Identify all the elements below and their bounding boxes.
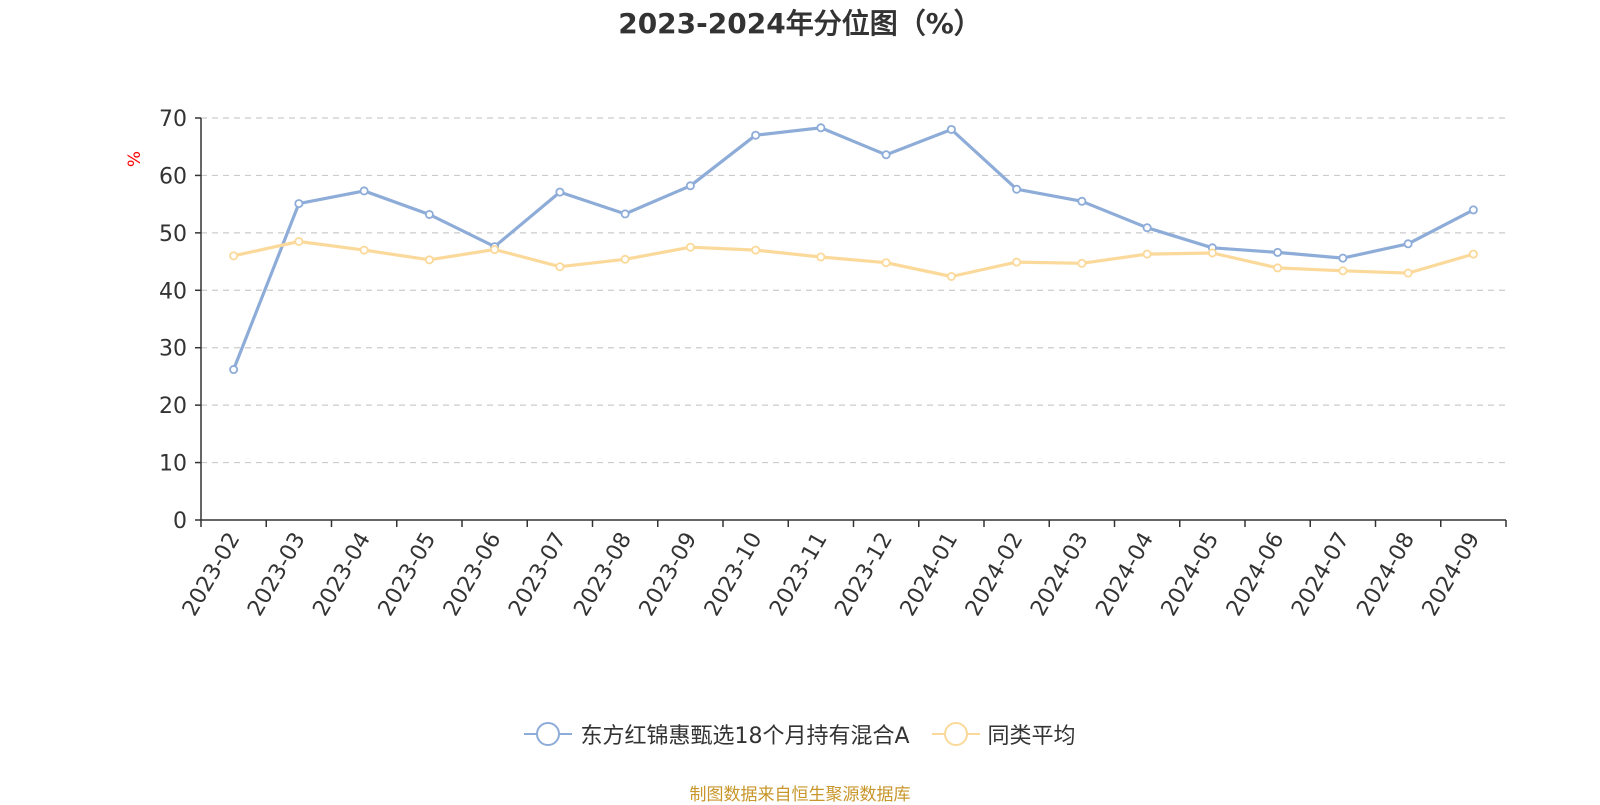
x-tick-label: 2023-04 xyxy=(308,528,376,620)
data-point-series-1 xyxy=(1273,247,1283,257)
chart-title: 2023-2024年分位图（%） xyxy=(618,7,982,40)
data-point-series-2 xyxy=(490,245,500,255)
data-point-series-1 xyxy=(1012,184,1022,194)
data-point-series-1 xyxy=(424,209,434,219)
data-point-series-2 xyxy=(1468,249,1478,259)
y-tick-label: 40 xyxy=(159,279,187,304)
data-point-series-2 xyxy=(1207,248,1217,258)
data-point-series-2 xyxy=(359,245,369,255)
data-point-series-2 xyxy=(620,254,630,264)
series-lines xyxy=(232,126,1475,371)
data-point-series-2 xyxy=(294,236,304,246)
data-point-series-1 xyxy=(751,130,761,140)
y-tick-label: 50 xyxy=(159,222,187,247)
x-tick-label: 2024-07 xyxy=(1287,528,1355,620)
axes: 0102030405060702023-022023-032023-042023… xyxy=(159,107,1507,620)
data-point-series-2 xyxy=(1012,257,1022,267)
data-point-series-1 xyxy=(294,199,304,209)
data-point-series-1 xyxy=(1468,205,1478,215)
data-point-series-2 xyxy=(816,252,826,262)
grid-lines xyxy=(201,117,1506,464)
data-point-series-1 xyxy=(555,187,565,197)
x-tick-label: 2024-03 xyxy=(1026,528,1094,620)
x-tick-label: 2024-02 xyxy=(961,528,1029,620)
data-point-series-2 xyxy=(1142,249,1152,259)
x-tick-label: 2024-08 xyxy=(1352,528,1420,620)
data-point-series-2 xyxy=(685,242,695,252)
data-point-series-2 xyxy=(1338,266,1348,276)
data-point-series-1 xyxy=(229,365,239,375)
x-tick-label: 2023-12 xyxy=(830,528,898,620)
data-point-series-2 xyxy=(1077,258,1087,268)
legend-label-fund: 东方红锦惠甄选18个月持有混合A xyxy=(580,724,910,749)
x-tick-label: 2023-03 xyxy=(243,528,311,620)
data-point-series-1 xyxy=(1142,223,1152,233)
data-point-series-2 xyxy=(1273,263,1283,273)
legend-marker-fund-icon xyxy=(524,722,573,746)
x-tick-label: 2023-07 xyxy=(504,528,572,620)
x-tick-label: 2023-11 xyxy=(765,528,833,620)
x-tick-label: 2024-09 xyxy=(1418,528,1486,620)
y-tick-label: 60 xyxy=(159,164,187,189)
y-tick-label: 20 xyxy=(159,394,187,419)
data-point-series-1 xyxy=(1077,196,1087,206)
source-note: 制图数据来自恒生聚源数据库 xyxy=(689,785,911,805)
y-tick-label: 30 xyxy=(159,337,187,362)
x-tick-label: 2024-05 xyxy=(1157,528,1225,620)
series-line-2 xyxy=(233,239,1474,279)
data-point-series-2 xyxy=(424,255,434,265)
y-tick-label: 10 xyxy=(159,452,187,477)
series-points xyxy=(229,123,1478,375)
data-point-series-1 xyxy=(685,181,695,191)
x-tick-label: 2023-05 xyxy=(374,528,442,620)
legend-marker-average-icon xyxy=(931,722,980,746)
data-point-series-1 xyxy=(359,186,369,196)
data-point-series-1 xyxy=(620,209,630,219)
x-tick-label: 2023-09 xyxy=(635,528,703,620)
data-point-series-2 xyxy=(751,245,761,255)
legend-item-fund[interactable]: 东方红锦惠甄选18个月持有混合A xyxy=(524,718,910,750)
y-tick-label: 70 xyxy=(159,107,187,132)
data-point-series-2 xyxy=(881,258,891,268)
data-point-series-2 xyxy=(229,251,239,261)
y-tick-label: 0 xyxy=(173,509,187,534)
x-tick-label: 2024-01 xyxy=(896,528,964,620)
data-point-series-1 xyxy=(946,124,956,134)
x-tick-label: 2023-10 xyxy=(700,528,768,620)
data-point-series-2 xyxy=(946,272,956,282)
series-line-1 xyxy=(232,126,1475,371)
x-tick-label: 2023-02 xyxy=(178,528,246,620)
legend: 东方红锦惠甄选18个月持有混合A 同类平均 xyxy=(0,718,1600,750)
x-tick-label: 2024-04 xyxy=(1091,528,1159,620)
data-point-series-1 xyxy=(816,123,826,133)
legend-label-average: 同类平均 xyxy=(987,724,1076,749)
data-point-series-1 xyxy=(1403,239,1413,249)
x-tick-label: 2024-06 xyxy=(1222,528,1290,620)
x-tick-label: 2023-06 xyxy=(439,528,507,620)
x-tick-label: 2023-08 xyxy=(569,528,637,620)
data-point-series-2 xyxy=(1403,268,1413,278)
data-point-series-1 xyxy=(1338,253,1348,263)
legend-item-category-average[interactable]: 同类平均 xyxy=(931,718,1076,750)
data-point-series-1 xyxy=(881,150,891,160)
data-point-series-2 xyxy=(555,262,565,272)
y-axis-unit-label: % xyxy=(125,151,145,167)
